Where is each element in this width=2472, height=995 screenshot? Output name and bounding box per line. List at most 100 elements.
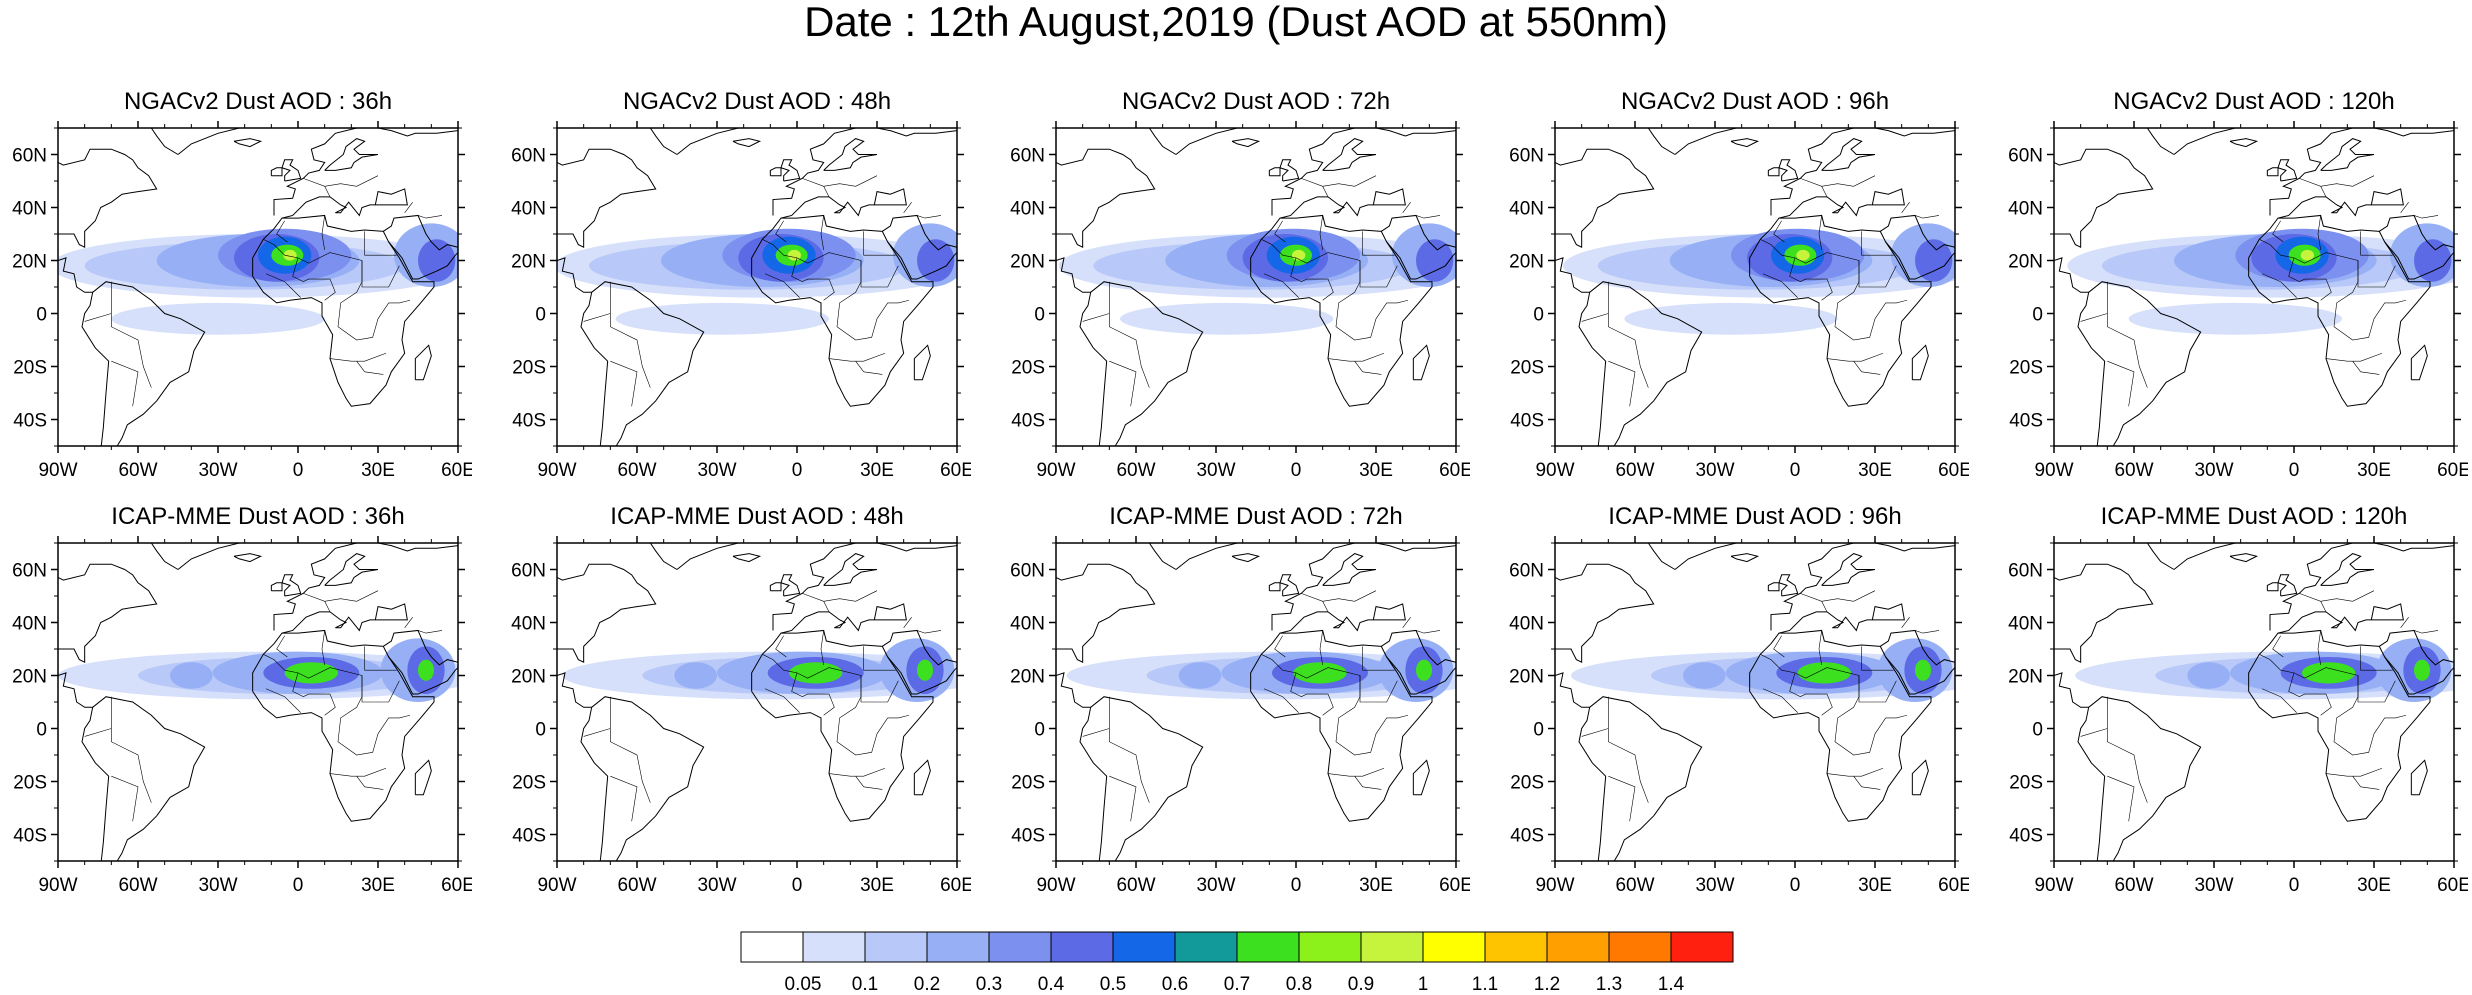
panel-title: ICAP-MME Dust AOD : 72h — [1109, 503, 1403, 530]
lat-tick-label: 40S — [1011, 411, 1045, 432]
dust-aod-map: 90W 60W 30W 0 30E 60E 60N 40N 20N 0 20S 40S — [511, 536, 971, 896]
lat-tick-label: 20N — [1010, 667, 1045, 688]
lat-tick-label: 40S — [13, 411, 47, 432]
map-frame — [57, 542, 459, 862]
lat-tick-label: 40N — [1010, 614, 1045, 635]
lon-tick-label: 30W — [697, 875, 736, 896]
lat-tick-label: 20N — [1509, 252, 1544, 273]
aod-contour — [917, 239, 955, 282]
lon-tick-label: 60E — [940, 460, 971, 481]
colorbar: 0.05 0.1 0.2 0.3 0.4 0.5 0.6 0.7 0.8 0.9 1 1.1 1.2 1.… — [740, 931, 1734, 995]
lat-tick-label: 40N — [511, 199, 546, 220]
lon-tick-label: 0 — [1291, 875, 1302, 896]
lat-tick-label: 20N — [12, 667, 47, 688]
map-frame — [2053, 542, 2455, 862]
lon-tick-label: 60E — [940, 875, 971, 896]
lat-tick-label: 0 — [535, 305, 546, 326]
lat-tick-label: 60N — [12, 146, 47, 167]
aod-contour — [1178, 662, 1222, 689]
coastlines — [2054, 128, 2454, 446]
dust-aod-map: 90W 60W 30W 0 30E 60E 60N 40N 20N 0 20S 40S — [12, 121, 472, 481]
aod-contour — [2128, 302, 2342, 335]
lat-tick-label: 20S — [1011, 773, 1045, 794]
lat-tick-label: 0 — [1034, 305, 1045, 326]
lat-tick-label: 20N — [2008, 252, 2043, 273]
map-panel: NGACv2 Dust AOD : 120h 90W 60W 30W 0 30E 60E 60… — [1996, 88, 2468, 518]
colorbar-label: 0.7 — [1224, 974, 1250, 995]
lat-tick-label: 40S — [512, 411, 546, 432]
lat-tick-label: 40N — [12, 614, 47, 635]
lat-tick-label: 40S — [1510, 411, 1544, 432]
country-borders — [583, 175, 942, 407]
colorbar-label: 1.3 — [1596, 974, 1622, 995]
lat-tick-label: 40N — [1010, 199, 1045, 220]
colorbar-swatch — [1050, 931, 1114, 963]
map-panel: ICAP-MME Dust AOD : 48h 90W 60W 30W 0 30E 60E 6… — [499, 503, 971, 933]
lon-tick-label: 60E — [1938, 875, 1969, 896]
lon-tick-label: 90W — [38, 875, 77, 896]
aod-contour — [1796, 249, 1810, 261]
colorbar-label: 0.1 — [852, 974, 878, 995]
country-borders — [2080, 175, 2439, 407]
country-borders — [1082, 590, 1441, 822]
map-panel: ICAP-MME Dust AOD : 96h 90W 60W 30W 0 30E 60E 6… — [1497, 503, 1969, 933]
lat-tick-label: 20N — [1509, 667, 1544, 688]
coastlines — [1555, 543, 1955, 861]
lon-tick-label: 30E — [1359, 460, 1393, 481]
lon-tick-label: 60W — [1615, 460, 1654, 481]
coastlines — [557, 543, 957, 861]
lat-tick-label: 40N — [511, 614, 546, 635]
lat-tick-label: 60N — [511, 561, 546, 582]
lon-tick-label: 0 — [792, 875, 803, 896]
dust-aod-map: 90W 60W 30W 0 30E 60E 60N 40N 20N 0 20S 40S — [511, 121, 971, 481]
lat-tick-label: 0 — [1533, 720, 1544, 741]
lon-tick-label: 60W — [1615, 875, 1654, 896]
panel-title: NGACv2 Dust AOD : 36h — [123, 88, 393, 115]
lon-tick-label: 90W — [537, 875, 576, 896]
lat-tick-label: 60N — [2008, 561, 2043, 582]
colorbar-swatch — [1298, 931, 1362, 963]
lon-tick-label: 30W — [1695, 875, 1734, 896]
lon-tick-label: 30E — [361, 460, 395, 481]
map-panel: NGACv2 Dust AOD : 72h 90W 60W 30W 0 30E 60E 60N… — [998, 88, 1470, 518]
colorbar-label: 0.6 — [1162, 974, 1188, 995]
aod-contour — [2187, 662, 2230, 689]
coastlines — [58, 543, 458, 861]
lon-tick-label: 60E — [441, 460, 472, 481]
lat-tick-label: 20S — [13, 773, 47, 794]
dust-aod-map: 90W 60W 30W 0 30E 60E 60N 40N 20N 0 20S 40S — [2008, 121, 2468, 481]
colorbar-swatch — [926, 931, 990, 963]
lon-tick-label: 60E — [1938, 460, 1969, 481]
lon-tick-label: 30E — [860, 875, 894, 896]
lat-tick-label: 20N — [511, 667, 546, 688]
dust-aod-map: 90W 60W 30W 0 30E 60E 60N 40N 20N 0 20S 40S — [2008, 536, 2468, 896]
lat-tick-label: 40N — [2008, 199, 2043, 220]
lat-tick-label: 60N — [511, 146, 546, 167]
lon-tick-label: 30W — [198, 460, 237, 481]
lon-tick-label: 0 — [2289, 460, 2300, 481]
aod-contour — [418, 659, 434, 681]
lon-tick-label: 60E — [1439, 875, 1470, 896]
lon-tick-label: 60W — [1116, 460, 1155, 481]
panel-title: ICAP-MME Dust AOD : 120h — [2100, 503, 2408, 530]
aod-contour — [2302, 662, 2356, 684]
lat-tick-label: 0 — [535, 720, 546, 741]
country-borders — [1581, 175, 1940, 407]
lon-tick-label: 60E — [2437, 460, 2468, 481]
lat-tick-label: 20N — [12, 252, 47, 273]
lat-tick-label: 20N — [1010, 252, 1045, 273]
map-frame — [1554, 542, 1956, 862]
lat-tick-label: 20S — [512, 358, 546, 379]
lat-tick-label: 0 — [1533, 305, 1544, 326]
lat-tick-label: 40S — [2009, 826, 2043, 847]
colorbar-label: 0.2 — [914, 974, 940, 995]
colorbar-label: 0.8 — [1286, 974, 1312, 995]
lon-tick-label: 0 — [293, 460, 304, 481]
lon-tick-label: 30E — [1858, 875, 1892, 896]
dust-aod-map: 90W 60W 30W 0 30E 60E 60N 40N 20N 0 20S 40S — [1010, 536, 1470, 896]
lat-tick-label: 60N — [1010, 561, 1045, 582]
colorbar-label: 0.9 — [1348, 974, 1374, 995]
lon-tick-label: 30E — [2357, 460, 2391, 481]
lon-tick-label: 60W — [2114, 875, 2153, 896]
aod-contour — [1797, 662, 1851, 684]
